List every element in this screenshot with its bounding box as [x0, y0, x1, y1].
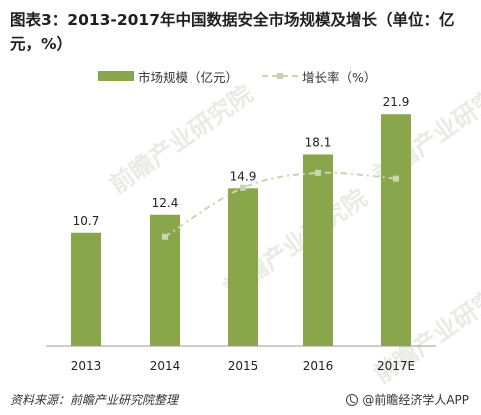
- growth-rate-line: [164, 171, 397, 238]
- x-tick-label: 2017E: [377, 359, 415, 373]
- bar: [303, 154, 333, 346]
- bar-value-label: 21.9: [383, 95, 410, 109]
- x-tick-label: 2016: [303, 359, 334, 373]
- brand-text: @前瞻经济学人APP: [362, 393, 469, 407]
- growth-rate-point: [315, 169, 321, 176]
- source-note: 资料来源：前瞻产业研究院整理: [10, 393, 179, 407]
- x-tick-label: 2013: [71, 359, 102, 373]
- legend-bar-swatch: [98, 71, 134, 81]
- chart-title: 图表3：2013-2017年中国数据安全市场规模及增长（单位：亿元，%）: [10, 11, 455, 53]
- growth-rate-point: [162, 233, 168, 240]
- legend: 市场规模（亿元） 增长率（%）: [0, 66, 481, 86]
- legend-line-swatch: [262, 71, 298, 81]
- bar-value-label: 12.4: [152, 196, 179, 210]
- brand-credit: @前瞻经济学人APP: [346, 391, 469, 408]
- growth-rate-point: [240, 184, 246, 191]
- legend-item-market-size: 市场规模（亿元）: [98, 66, 238, 86]
- bar: [228, 188, 258, 346]
- growth-rate-point: [393, 175, 399, 182]
- legend-label-market-size: 市场规模（亿元）: [138, 69, 239, 85]
- x-tick-label: 2015: [228, 359, 259, 373]
- bar: [381, 114, 411, 346]
- bar-value-label: 10.7: [73, 214, 100, 228]
- bar: [71, 232, 101, 346]
- brand-logo-icon: [346, 393, 359, 406]
- legend-item-growth-rate: 增长率（%）: [262, 66, 376, 86]
- bar-value-label: 14.9: [230, 169, 257, 183]
- legend-label-growth-rate: 增长率（%）: [302, 69, 377, 85]
- x-tick-label: 2014: [150, 359, 181, 373]
- bar-value-label: 18.1: [305, 135, 332, 149]
